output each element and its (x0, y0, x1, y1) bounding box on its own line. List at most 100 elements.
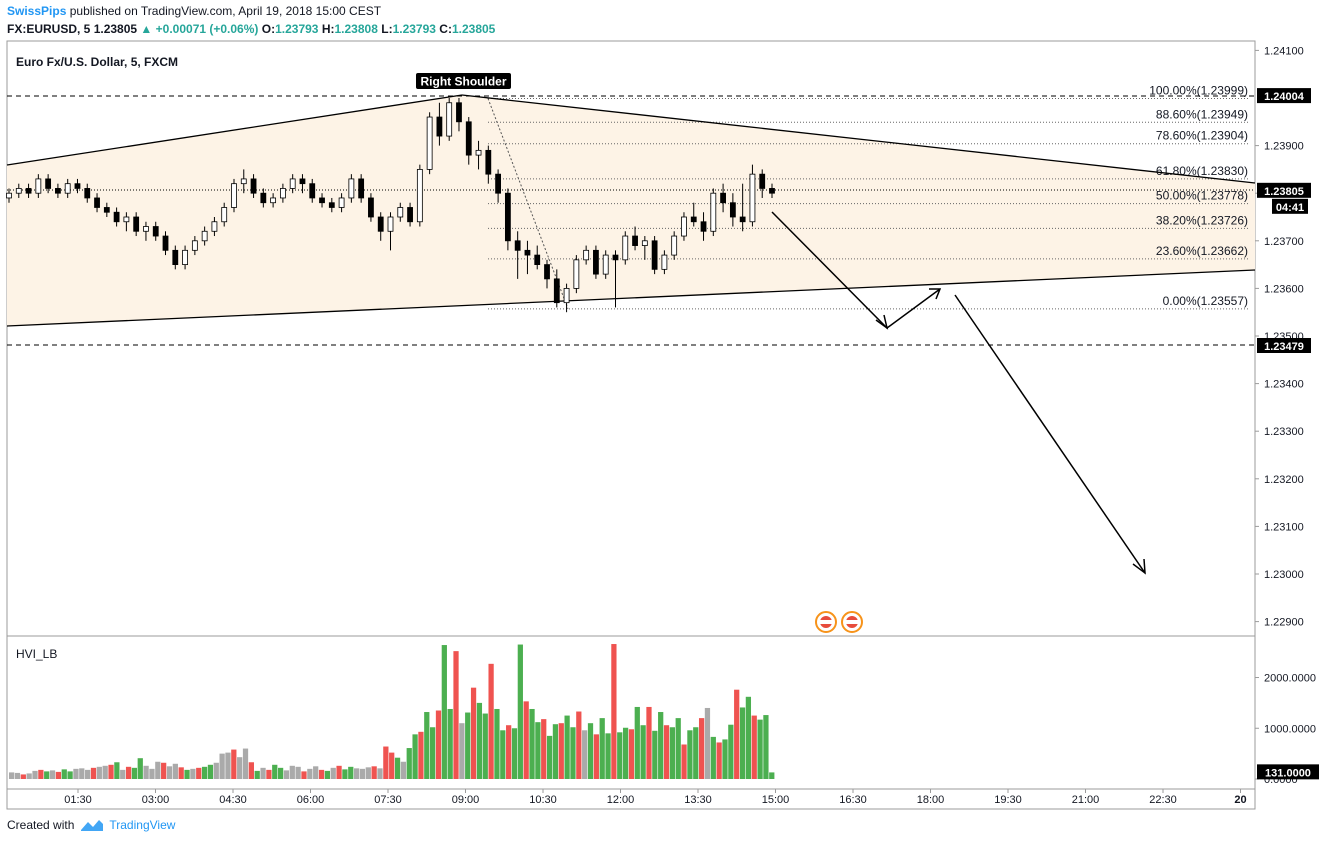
candle-body (172, 249, 179, 266)
volume-bar (61, 769, 67, 779)
volume-bar (219, 753, 225, 779)
candle-body (358, 178, 365, 199)
trendline-upper-left[interactable] (6, 94, 463, 166)
volume-bar (546, 735, 553, 779)
high-value: 1.23808 (334, 22, 378, 36)
volume-bar (482, 713, 488, 779)
candle-body (250, 178, 257, 194)
volume-bar (242, 748, 249, 779)
candle-body (553, 278, 560, 304)
symbol-info: FX:EURUSD, 5 1.23805 ▲ +0.00071 (+0.06%)… (7, 22, 495, 36)
volume-bar (704, 707, 711, 779)
volume-bar (646, 706, 652, 779)
price-tick-label: 1.23900 (1264, 141, 1304, 153)
volume-bar (570, 727, 576, 779)
volume-bar (324, 770, 331, 779)
candle-body (64, 183, 71, 194)
volume-bar (435, 710, 442, 779)
candle-body (6, 192, 12, 199)
fib-level-label: 23.60%(1.23662) (1156, 244, 1248, 258)
time-tick-label: 19:30 (994, 794, 1022, 806)
time-tick-label: 03:00 (142, 794, 170, 806)
footer: Created with TradingView (7, 818, 175, 832)
fib-trend-line[interactable] (487, 98, 569, 310)
candle-body (769, 188, 775, 194)
volume-bar (225, 752, 231, 779)
trendline-lower[interactable] (6, 269, 1256, 327)
candle-body (338, 197, 345, 208)
event-icons[interactable] (815, 611, 863, 633)
volume-bar (652, 730, 658, 779)
volume-bar (470, 687, 477, 779)
fib-level-label: 61.80%(1.23830) (1156, 164, 1248, 178)
volume-bar (237, 757, 243, 779)
open-value: 1.23793 (275, 22, 319, 36)
volume-bar (587, 723, 594, 779)
volume-bar (96, 766, 102, 779)
volume-bar (365, 767, 371, 779)
price-badge-label: 1.24004 (1264, 91, 1305, 103)
price-tick-label: 1.23100 (1264, 521, 1304, 533)
candle-body (544, 264, 550, 280)
trendline-upper-right[interactable] (461, 94, 1256, 184)
volume-bar (79, 768, 85, 779)
chart-title: Euro Fx/U.S. Dollar, 5, FXCM (16, 55, 178, 69)
candle-body (651, 240, 658, 270)
volume-bar (599, 718, 605, 779)
volume-bar (535, 722, 541, 779)
candle-body (201, 230, 208, 242)
volume-bar (55, 771, 62, 779)
volume-bar (617, 732, 623, 779)
volume-bar (330, 767, 336, 779)
candle-body (729, 202, 736, 218)
candle-body (514, 240, 521, 251)
volume-bar (213, 762, 219, 779)
volume-bar (564, 715, 570, 779)
time-tick-label: 06:00 (297, 794, 325, 806)
volume-bar (757, 719, 763, 779)
candle-body (211, 221, 218, 232)
volume-bar (669, 727, 675, 779)
candle-body (465, 121, 472, 156)
projection-path[interactable] (771, 211, 1146, 575)
volume-bar (663, 725, 670, 779)
arrow-head-icon (875, 314, 889, 330)
candle-body (456, 102, 462, 123)
fib-level-label: 100.00%(1.23999) (1149, 83, 1248, 97)
price-axis[interactable]: 1.241001.239001.238001.237001.236001.235… (1255, 45, 1304, 629)
volume-bar (196, 767, 202, 779)
volume-bar (336, 765, 342, 779)
candle-body (103, 207, 110, 213)
indicator-tick-label: 1000.0000 (1264, 723, 1316, 735)
volume-bar (658, 712, 664, 779)
candle-body (55, 188, 61, 194)
candle-body (25, 188, 32, 194)
fibonacci-retracement[interactable]: 100.00%(1.23999) 88.60%(1.23949) 78.60%(1.… (487, 83, 1250, 310)
volume-bar (465, 712, 471, 779)
author-name[interactable]: SwissPips (7, 4, 67, 18)
candle-body (348, 178, 355, 199)
volume-bar (20, 774, 26, 779)
volume-bar (745, 696, 752, 779)
candle-body (710, 192, 717, 232)
volume-bar (698, 718, 705, 779)
arrow-head-icon (1132, 558, 1146, 575)
volume-bar (184, 769, 190, 779)
candle-body (612, 254, 619, 261)
price-badges: 1.24004 1.23805 04:41 1.23479 (1257, 88, 1311, 353)
candle-body (573, 259, 580, 289)
volume-bar (44, 771, 50, 779)
volume-bar (763, 715, 769, 779)
time-tick-label: 18:00 (917, 794, 945, 806)
time-tick-label: 20 (1234, 794, 1246, 806)
projection-arrow-target[interactable] (954, 294, 1146, 574)
candle-body (436, 116, 443, 137)
right-shoulder-annotation[interactable]: Right Shoulder (416, 73, 511, 89)
close-value: 1.23805 (451, 22, 496, 36)
time-axis[interactable]: 01:30 03:00 04:30 06:00 07:30 09:00 10:30 12:00… (64, 789, 1247, 806)
volume-bar (394, 757, 401, 779)
volume-bar (424, 712, 430, 779)
tradingview-link[interactable]: TradingView (80, 818, 175, 832)
